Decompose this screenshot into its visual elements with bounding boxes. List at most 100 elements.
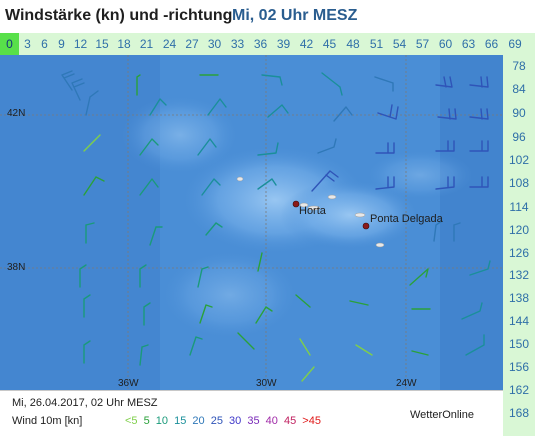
lat-label-42n: 42N xyxy=(7,108,26,119)
wind-barb xyxy=(83,340,91,364)
hour-138[interactable]: 138 xyxy=(508,291,530,305)
hour-30[interactable]: 30 xyxy=(207,37,222,51)
wind-barb xyxy=(257,142,279,156)
hour-84[interactable]: 84 xyxy=(512,82,526,96)
legend-item: 30 xyxy=(229,415,242,427)
hour-18[interactable]: 18 xyxy=(117,37,131,51)
wind-map[interactable]: Horta Ponta Delgada 42N 38N 36W 30W 24W xyxy=(0,55,503,390)
wind-barb xyxy=(207,98,227,116)
wind-barb xyxy=(139,344,149,366)
legend-item: 45 xyxy=(283,415,297,427)
hour-12[interactable]: 12 xyxy=(73,37,88,51)
hour-132[interactable]: 132 xyxy=(508,268,530,282)
hour-3[interactable]: 3 xyxy=(24,37,31,51)
hour-33[interactable]: 33 xyxy=(230,37,245,51)
hour-48[interactable]: 48 xyxy=(346,37,360,51)
wind-barb xyxy=(433,220,443,242)
map-footer: Mi, 26.04.2017, 02 Uhr MESZ Wind 10m [kn… xyxy=(0,390,503,437)
legend-item: 5 xyxy=(143,415,150,427)
wind-barb xyxy=(197,266,209,288)
hour-156[interactable]: 156 xyxy=(508,360,530,374)
wind-barb xyxy=(377,104,399,120)
hour-27[interactable]: 27 xyxy=(185,37,199,51)
wind-barb xyxy=(374,76,394,92)
hour-96[interactable]: 96 xyxy=(512,130,526,144)
wind-barb xyxy=(139,178,159,196)
hour-9[interactable]: 9 xyxy=(58,37,65,51)
wind-barb xyxy=(267,104,289,118)
hour-54[interactable]: 54 xyxy=(392,37,407,51)
hour-102[interactable]: 102 xyxy=(508,153,530,167)
wind-barb xyxy=(375,142,395,154)
legend-item: <5 xyxy=(125,415,138,427)
hour-120[interactable]: 120 xyxy=(508,223,530,237)
legend-item: 10 xyxy=(155,415,169,427)
hour-42[interactable]: 42 xyxy=(299,37,314,51)
hour-168[interactable]: 168 xyxy=(508,406,530,420)
legend-item: 40 xyxy=(265,415,278,427)
hour-21[interactable]: 21 xyxy=(139,37,154,51)
wind-barb xyxy=(453,222,461,242)
hour-57[interactable]: 57 xyxy=(415,37,430,51)
ridge-east xyxy=(365,150,475,200)
island xyxy=(375,242,385,248)
wind-barb xyxy=(139,138,159,156)
wind-barb xyxy=(61,70,75,91)
wind-barb xyxy=(465,334,485,356)
deep-ocean-west xyxy=(0,55,160,390)
island xyxy=(299,202,309,208)
wind-barb xyxy=(83,176,105,196)
hour-60[interactable]: 60 xyxy=(438,37,453,51)
hour-36[interactable]: 36 xyxy=(253,37,268,51)
ridge-north xyxy=(120,95,240,175)
hour-45[interactable]: 45 xyxy=(322,37,337,51)
hour-150[interactable]: 150 xyxy=(508,337,530,351)
hour-selector-right: 78 84 90 96 102 108 114 120 126 132 138 … xyxy=(503,55,535,436)
wind-barb xyxy=(469,76,489,88)
hour-0[interactable]: 0 xyxy=(0,33,19,55)
wind-barb xyxy=(139,264,147,288)
wind-barb xyxy=(85,222,95,244)
hour-126[interactable]: 126 xyxy=(508,246,530,260)
wind-barb xyxy=(83,134,101,152)
map-canvas xyxy=(0,55,503,390)
island xyxy=(307,205,321,211)
hour-15[interactable]: 15 xyxy=(95,37,109,51)
hour-selector: 0 3 6 9 12 15 18 21 24 27 30 33 36 39 42… xyxy=(0,33,535,55)
wind-barb xyxy=(469,176,489,188)
hour-51[interactable]: 51 xyxy=(369,37,384,51)
wind-barb xyxy=(201,178,221,196)
island xyxy=(236,176,244,182)
wind-barb xyxy=(136,74,141,96)
wind-barb xyxy=(349,300,369,306)
wind-barb xyxy=(469,260,491,276)
lat-label-38n: 38N xyxy=(7,262,26,273)
hour-66[interactable]: 66 xyxy=(484,37,499,51)
hour-24[interactable]: 24 xyxy=(162,37,177,51)
wind-barb xyxy=(257,178,277,190)
wind-barb xyxy=(469,108,489,120)
wind-legend: <5 5 10 15 20 25 30 35 40 45 >45 xyxy=(125,415,324,427)
wind-barb xyxy=(143,302,151,326)
hour-162[interactable]: 162 xyxy=(508,383,530,397)
hour-63[interactable]: 63 xyxy=(461,37,476,51)
place-label-horta: Horta xyxy=(299,205,326,217)
hour-114[interactable]: 114 xyxy=(509,200,529,214)
wind-unit-label: Wind 10m [kn] xyxy=(12,415,83,427)
hour-108[interactable]: 108 xyxy=(508,176,530,190)
wind-barb xyxy=(299,338,311,356)
wind-barb xyxy=(149,226,163,246)
hour-144[interactable]: 144 xyxy=(508,314,530,328)
hour-78[interactable]: 78 xyxy=(512,59,526,73)
wind-barb xyxy=(205,222,223,236)
wind-barb xyxy=(255,306,273,324)
hour-69[interactable]: 69 xyxy=(508,37,522,51)
wind-barb xyxy=(197,138,217,156)
lon-label-36w: 36W xyxy=(118,378,139,389)
wind-barb xyxy=(435,176,455,190)
hour-6[interactable]: 6 xyxy=(41,37,48,51)
legend-item: 20 xyxy=(192,415,205,427)
hour-39[interactable]: 39 xyxy=(276,37,291,51)
map-title: Windstärke (kn) und -richtung xyxy=(5,7,233,24)
hour-90[interactable]: 90 xyxy=(512,106,526,120)
